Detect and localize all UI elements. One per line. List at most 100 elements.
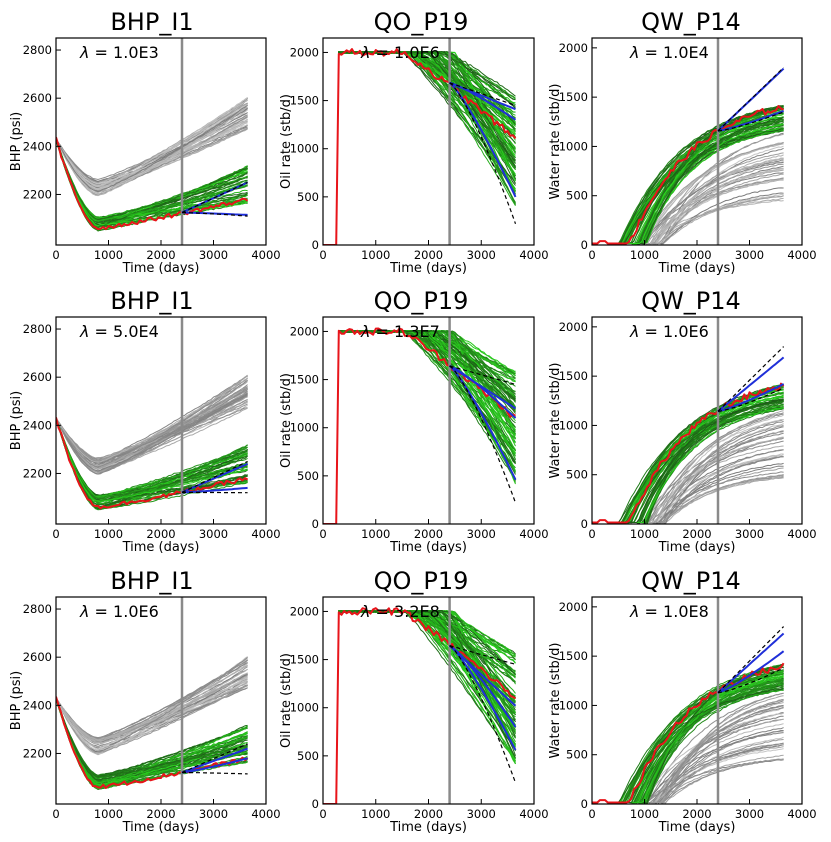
- y-tick-label: 2400: [23, 698, 52, 712]
- y-tick-label: 1000: [559, 418, 588, 432]
- panel-title: QW_P14: [641, 287, 741, 315]
- ensemble-line: [56, 698, 248, 784]
- panel-bhp2: BHP_I1 0 1000 2000 3000 4000 2200 2400 2600 2800…: [9, 287, 281, 555]
- x-tick-label: 3000: [735, 527, 764, 541]
- y-tick-label: 2200: [23, 187, 52, 201]
- lambda-annotation: λ = 1.0E8: [629, 602, 709, 621]
- panel-qo1: QO_P19 0 1000 2000 3000 4000 0 500 1000 1500 2000…: [279, 8, 549, 276]
- y-tick-label: 500: [297, 190, 319, 204]
- ensemble-line: [592, 105, 784, 244]
- panel-title: QO_P19: [374, 8, 469, 36]
- y-tick-label: 2000: [559, 600, 588, 614]
- y-tick-label: 0: [312, 238, 319, 252]
- y-tick-label: 1000: [290, 421, 319, 435]
- y-tick-label: 2600: [23, 91, 52, 105]
- prior-ensemble-line: [592, 169, 784, 244]
- x-tick-label: 1000: [361, 807, 390, 821]
- prior-ensemble-line: [56, 668, 248, 748]
- prior-ensemble-line: [56, 673, 248, 742]
- x-tick-label: 2000: [414, 807, 443, 821]
- x-tick-label: 1000: [361, 248, 390, 262]
- truth-forecast-line: [449, 82, 517, 225]
- observed-data-line: [323, 327, 516, 524]
- ensemble-line: [592, 406, 784, 524]
- prior-ensemble-line: [592, 727, 784, 803]
- posterior-forecast-line: [717, 356, 785, 413]
- x-tick-label: 0: [588, 807, 595, 821]
- posterior-forecast-line: [181, 462, 249, 494]
- lambda-annotation: λ = 1.0E6: [629, 322, 709, 341]
- y-tick-label: 1000: [559, 139, 588, 153]
- truth-forecast-line: [717, 111, 784, 132]
- y-tick-label: 0: [312, 797, 319, 811]
- truth-forecast-line: [717, 667, 784, 694]
- panel-title: BHP_I1: [110, 287, 193, 315]
- x-tick-label: 4000: [251, 527, 280, 541]
- plot-area: [56, 317, 249, 524]
- x-tick-label: 0: [52, 248, 59, 262]
- x-tick-label: 3000: [467, 807, 496, 821]
- prior-ensemble-line: [56, 102, 248, 184]
- panel-qw2: QW_P14 0 1000 2000 3000 4000 0 500 1000 1500 2000…: [548, 287, 817, 555]
- y-tick-label: 0: [581, 238, 588, 252]
- x-tick-label: 0: [588, 527, 595, 541]
- ensemble-line: [592, 679, 784, 803]
- y-tick-label: 2200: [23, 466, 52, 480]
- y-tick-label: 1500: [559, 649, 588, 663]
- x-tick-label: 4000: [519, 248, 548, 262]
- ensemble-line: [56, 139, 248, 231]
- x-tick-label: 1000: [630, 248, 659, 262]
- prior-ensemble-line: [56, 393, 248, 472]
- posterior-forecast-line: [181, 757, 248, 774]
- x-tick-label: 3000: [467, 527, 496, 541]
- panel-qw3: QW_P14 0 1000 2000 3000 4000 0 500 1000 1500 2000…: [548, 567, 817, 835]
- ensemble-line: [323, 330, 516, 524]
- plot-area: [323, 597, 517, 804]
- x-tick-label: 1000: [94, 807, 123, 821]
- prior-ensemble-line: [592, 744, 784, 804]
- x-tick-label: 3000: [199, 527, 228, 541]
- x-tick-label: 2000: [146, 807, 175, 821]
- y-tick-label: 2000: [559, 41, 588, 55]
- truth-forecast-line: [449, 365, 517, 504]
- prior-ensemble-line: [56, 676, 248, 751]
- y-tick-label: 2800: [23, 602, 52, 616]
- plot-area: [323, 38, 517, 245]
- y-axis-label: Water rate (stb/d): [548, 363, 563, 479]
- ensemble-line: [592, 680, 784, 803]
- plot-area: [592, 597, 785, 804]
- panel-title: QO_P19: [374, 287, 469, 315]
- ensemble-line: [56, 418, 248, 507]
- ensemble-line: [592, 404, 784, 524]
- ensemble-line: [56, 417, 248, 511]
- y-tick-label: 2000: [290, 604, 319, 618]
- x-tick-label: 3000: [735, 807, 764, 821]
- ensemble-line: [56, 139, 248, 220]
- ensemble-line: [56, 697, 248, 786]
- lambda-annotation: λ = 1.0E6: [360, 43, 440, 62]
- y-tick-label: 500: [297, 469, 319, 483]
- ensemble-line: [592, 679, 784, 803]
- ensemble-line: [592, 669, 784, 803]
- truth-forecast-line: [181, 460, 248, 493]
- x-axis-label: Time (days): [122, 540, 200, 555]
- observed-data-line: [56, 696, 249, 789]
- y-tick-label: 500: [297, 749, 319, 763]
- y-axis-label: BHP (psi): [9, 671, 24, 730]
- x-tick-label: 1000: [630, 807, 659, 821]
- prior-ensemble-line: [56, 106, 248, 197]
- y-tick-label: 2800: [23, 322, 52, 336]
- prior-ensemble-line: [592, 454, 784, 523]
- x-tick-label: 2000: [682, 527, 711, 541]
- x-tick-label: 0: [319, 248, 326, 262]
- prior-ensemble-line: [592, 758, 784, 803]
- prior-ensemble-line: [56, 97, 248, 187]
- observed-data-line: [592, 662, 785, 804]
- lambda-annotation: λ = 1.3E7: [360, 322, 440, 341]
- panel-title: QW_P14: [641, 567, 741, 595]
- y-tick-label: 1000: [559, 698, 588, 712]
- prior-ensemble-line: [56, 98, 248, 190]
- prior-ensemble-line: [56, 685, 248, 754]
- prior-ensemble-line: [56, 407, 248, 461]
